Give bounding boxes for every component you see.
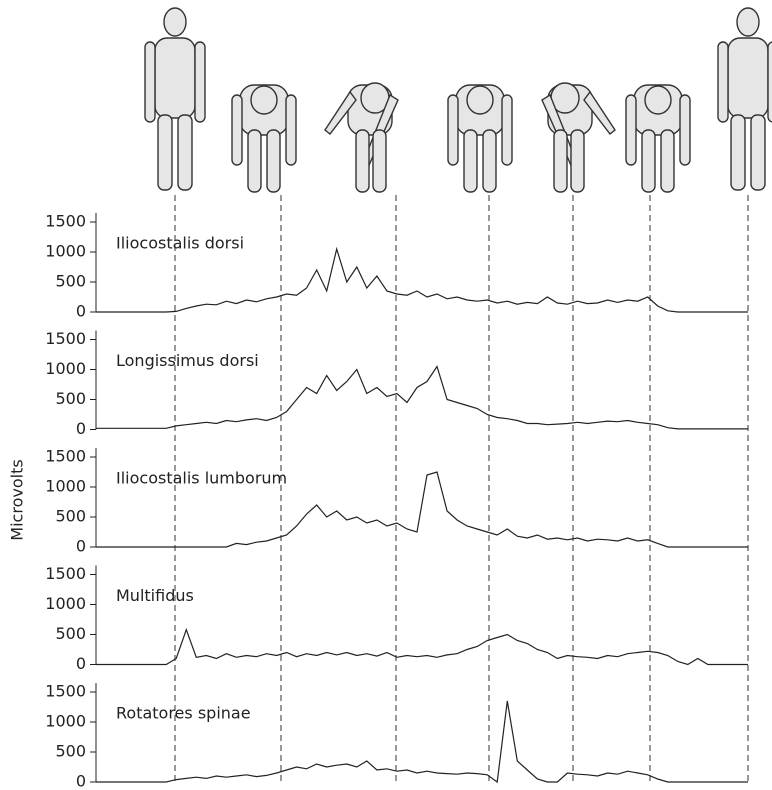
bent-figure: [448, 85, 512, 192]
panel-title: Iliocostalis dorsi: [116, 234, 244, 253]
y-tick-label: 500: [55, 507, 86, 526]
panel-title: Iliocostalis lumborum: [116, 469, 287, 488]
twisted-figure: [542, 83, 615, 192]
y-tick-label: 1000: [45, 594, 86, 613]
standing-figure: [145, 8, 205, 190]
y-tick-label: 1000: [45, 712, 86, 731]
y-tick-label: 1500: [45, 682, 86, 701]
body-figures: [145, 8, 772, 192]
figure: Microvolts 0 500 1000 1500 Iliocostalis dors…: [0, 0, 772, 790]
bent-figure: [626, 85, 690, 192]
y-tick-label: 1000: [45, 477, 86, 496]
y-tick-label: 500: [55, 624, 86, 643]
y-tick-label: 500: [55, 389, 86, 408]
panel-title: Longissimus dorsi: [116, 351, 259, 370]
y-tick-label: 1000: [45, 359, 86, 378]
y-tick-label: 1500: [45, 212, 86, 231]
y-tick-label: 0: [76, 419, 86, 438]
y-tick-label: 1000: [45, 242, 86, 261]
panel-title: Multifidus: [116, 586, 194, 605]
y-tick-label: 1500: [45, 447, 86, 466]
y-tick-label: 0: [76, 772, 86, 790]
twisted-figure: [325, 83, 398, 192]
y-tick-label: 500: [55, 272, 86, 291]
y-tick-label: 0: [76, 537, 86, 556]
panel-title: Rotatores spinae: [116, 704, 251, 723]
standing-figure: [718, 8, 772, 190]
y-tick-label: 1500: [45, 564, 86, 583]
y-tick-label: 0: [76, 654, 86, 673]
y-tick-label: 1500: [45, 329, 86, 348]
y-tick-label: 0: [76, 302, 86, 321]
bent-figure: [232, 85, 296, 192]
phase-lines: [175, 195, 748, 784]
y-tick-label: 500: [55, 742, 86, 761]
y-axis-label: Microvolts: [8, 459, 27, 540]
